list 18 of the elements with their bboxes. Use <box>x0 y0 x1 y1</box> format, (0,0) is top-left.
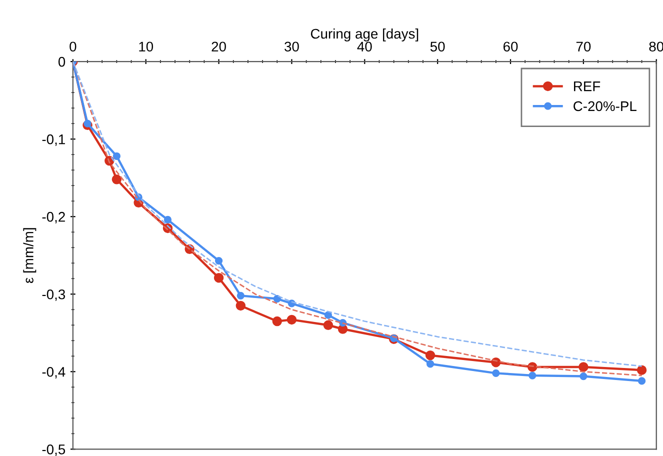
legend-label: REF <box>574 82 600 92</box>
x-tick-label: 60 <box>503 42 518 52</box>
legend-label: C-20%-PL <box>574 101 636 112</box>
y-tick-label: -0,3 <box>42 289 66 301</box>
x-tick-label: 70 <box>576 42 591 52</box>
y-axis-title: ε [mm/m] <box>23 228 36 284</box>
x-tick-label: 50 <box>430 42 445 52</box>
x-tick-label: 0 <box>70 42 76 52</box>
x-axis-title: Curing age [days] <box>310 28 418 42</box>
x-tick-label: 20 <box>212 42 226 52</box>
y-tick-label: -0,2 <box>42 212 65 224</box>
x-tick-label: 30 <box>284 42 299 52</box>
y-tick-label: 0 <box>58 56 66 67</box>
y-tick-label: -0,1 <box>42 134 65 146</box>
y-tick-label: -0,4 <box>42 366 66 378</box>
x-tick-label: 10 <box>139 42 154 52</box>
y-tick-label: -0,5 <box>42 444 66 456</box>
x-tick-label: 40 <box>357 42 372 52</box>
